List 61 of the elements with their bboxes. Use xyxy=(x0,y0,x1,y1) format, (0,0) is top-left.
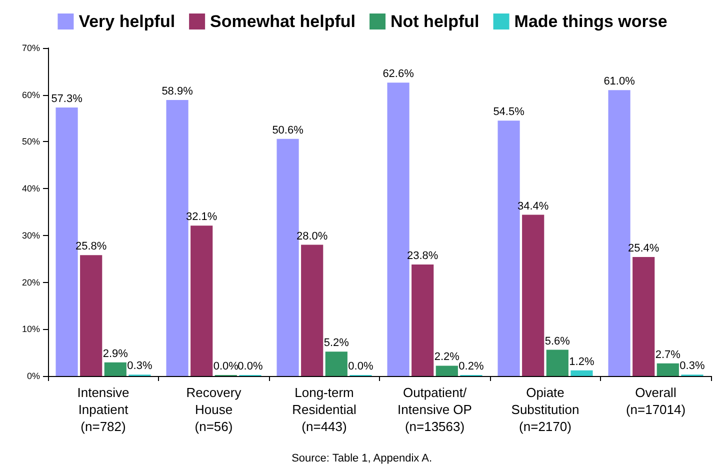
data-label: 0.0% xyxy=(238,360,263,372)
legend-label: Very helpful xyxy=(78,12,176,31)
data-label: 5.2% xyxy=(324,337,350,350)
source-note: Source: Table 1, Appendix A. xyxy=(292,452,432,464)
y-tick-label: 70% xyxy=(22,43,40,53)
data-label: 1.2% xyxy=(569,356,594,368)
bar xyxy=(301,244,324,376)
bar xyxy=(570,370,593,376)
data-label: 61.0% xyxy=(604,76,636,88)
data-label: 28.0% xyxy=(296,230,328,242)
x-tick-label: Outpatient/ Intensive OP (n=13563) xyxy=(398,385,472,434)
bar xyxy=(80,255,102,376)
bar xyxy=(522,214,544,376)
bar xyxy=(412,264,434,376)
y-tick-label: 10% xyxy=(22,324,40,334)
data-label: 58.9% xyxy=(162,86,194,98)
data-label: 2.9% xyxy=(102,348,128,360)
data-label: 0.0% xyxy=(348,360,374,372)
data-label: 0.2% xyxy=(458,360,484,372)
bar xyxy=(166,100,188,376)
legend-label: Made things worse xyxy=(514,12,668,31)
legend-label: Somewhat helpful xyxy=(210,12,356,31)
data-label: 0.3% xyxy=(680,360,705,372)
y-tick-label: 0% xyxy=(26,371,40,381)
data-label: 23.8% xyxy=(406,250,438,262)
data-label: 0.3% xyxy=(127,360,152,372)
y-tick-label: 60% xyxy=(22,90,40,100)
data-label: 50.6% xyxy=(272,124,304,136)
data-label: 2.7% xyxy=(655,348,681,361)
x-tick-label: Opiate Substitution (n=2170) xyxy=(511,385,580,434)
data-label: 2.2% xyxy=(434,351,460,364)
data-label: 0.0% xyxy=(213,360,239,372)
bar xyxy=(608,90,630,376)
x-tick-label: Recovery House (n=56) xyxy=(186,385,242,434)
data-label: 62.6% xyxy=(382,68,414,80)
legend-label: Not helpful xyxy=(390,12,480,31)
bar xyxy=(546,350,568,376)
y-tick-label: 40% xyxy=(22,184,40,194)
data-label: 5.6% xyxy=(544,335,570,348)
bar xyxy=(325,352,348,376)
bar xyxy=(56,108,78,376)
bar xyxy=(436,366,458,376)
x-tick-label: Overall (n=17014) xyxy=(626,385,686,417)
bar xyxy=(190,226,213,376)
data-label: 25.8% xyxy=(75,240,107,253)
bar xyxy=(276,138,299,376)
data-label: 54.5% xyxy=(493,106,525,118)
data-label: 57.3% xyxy=(51,93,83,106)
data-label: 34.4% xyxy=(517,200,549,212)
y-tick-label: 30% xyxy=(22,230,40,240)
bar xyxy=(104,362,126,376)
x-tick-label: Long-term Residential (n=443) xyxy=(292,385,357,434)
x-tick-label: Intensive Inpatient (n=782) xyxy=(77,385,130,434)
y-tick-label: 20% xyxy=(22,277,40,288)
bar xyxy=(498,120,520,376)
y-tick-label: 50% xyxy=(22,136,40,147)
data-label: 25.4% xyxy=(628,242,660,254)
bar xyxy=(632,256,655,376)
data-label: 32.1% xyxy=(186,211,218,224)
bar xyxy=(656,363,679,376)
bar xyxy=(387,82,410,376)
